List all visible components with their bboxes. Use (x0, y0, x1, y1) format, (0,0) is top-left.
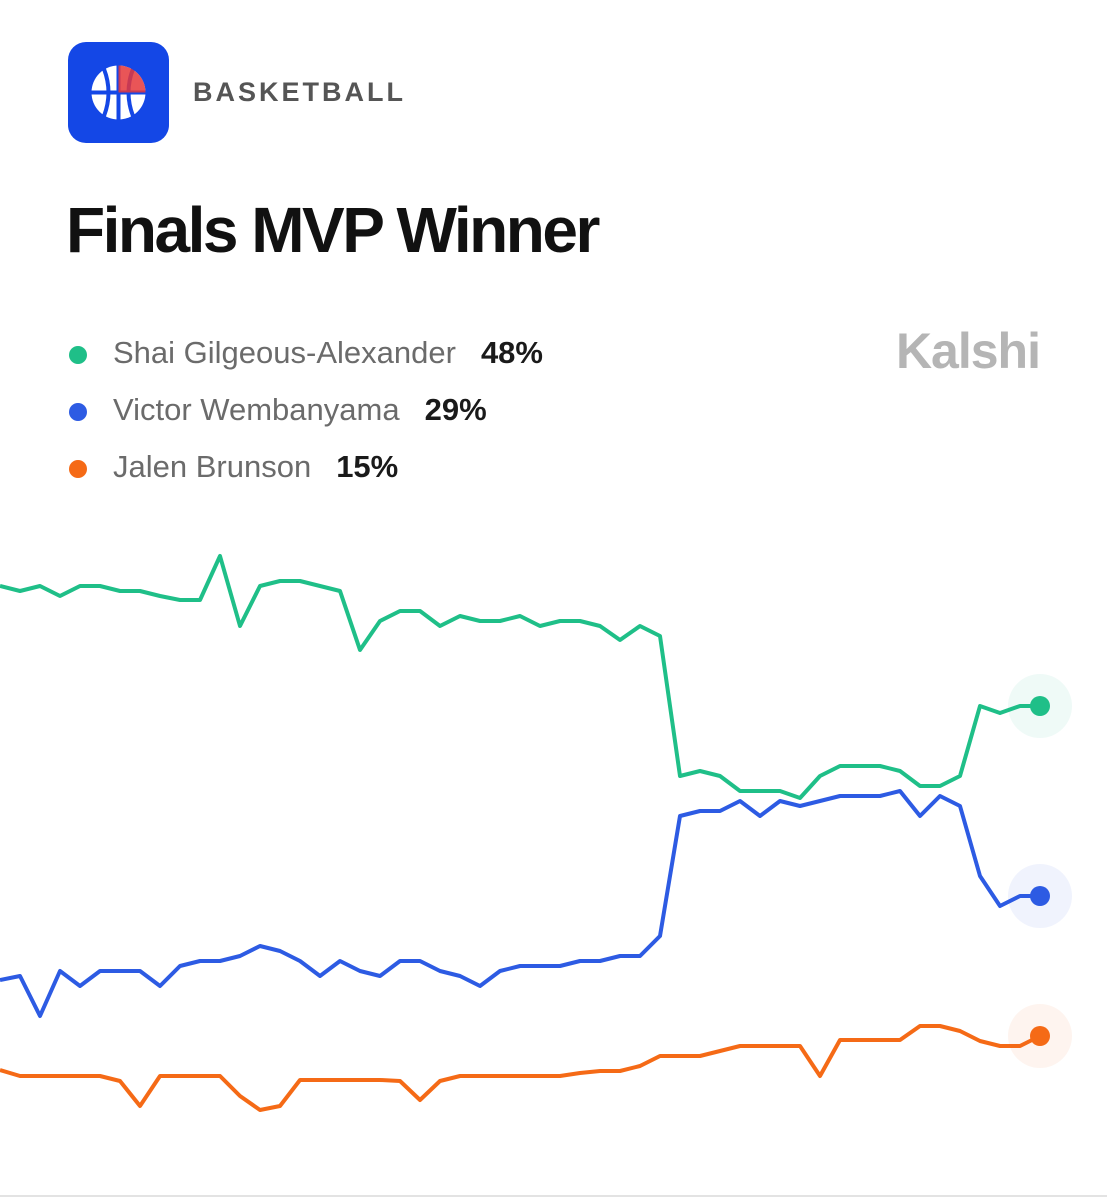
end-dot (1030, 1026, 1050, 1046)
chart-title: Finals MVP Winner (66, 194, 599, 266)
legend-value: 15% (336, 449, 398, 484)
series-line (0, 1024, 1041, 1112)
category-label: BASKETBALL (193, 77, 406, 107)
end-dot (1030, 886, 1050, 906)
legend-dot (69, 460, 87, 478)
brand-logo: Kalshi (896, 323, 1040, 379)
legend-dot (69, 346, 87, 364)
legend-value: 48% (481, 335, 543, 370)
legend-name: Victor Wembanyama (113, 392, 400, 427)
legend-value: 29% (425, 392, 487, 427)
legend-name: Jalen Brunson (113, 449, 311, 484)
series-line (0, 554, 1040, 800)
app-icon (68, 42, 169, 143)
series-line (0, 789, 1040, 1018)
end-dot (1030, 696, 1050, 716)
legend-dot (69, 403, 87, 421)
legend-name: Shai Gilgeous-Alexander (113, 335, 456, 370)
